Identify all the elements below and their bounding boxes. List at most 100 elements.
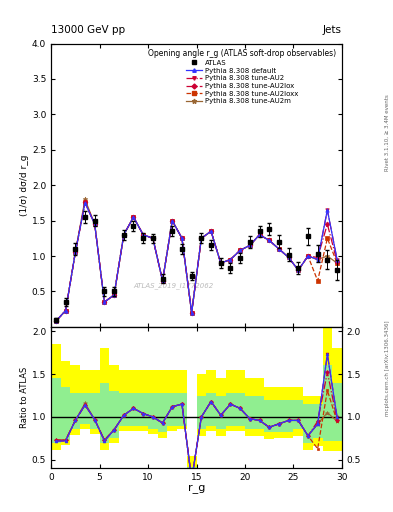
AU2loxx [160, 420, 165, 426]
AU2lox [277, 421, 281, 427]
Pythia 8.308 tune-AU2 [131, 214, 136, 220]
Pythia 8.308 tune-AU2loxx [141, 231, 145, 238]
Pythia 8.308 default [92, 221, 97, 227]
AU2lox [315, 418, 320, 424]
AU2loxx [189, 477, 194, 483]
Pythia 8.308 tune-AU2m [151, 235, 155, 241]
AU2m [209, 398, 213, 404]
AU2 [248, 416, 252, 422]
AU2 [170, 403, 174, 410]
Pythia 8.308 tune-AU2m [53, 318, 58, 324]
AU2loxx [267, 424, 272, 431]
AU2m [257, 417, 262, 423]
Pythia 8.308 tune-AU2loxx [151, 235, 155, 241]
Pythia 8.308 default [63, 308, 68, 314]
Pythia 8.308 tune-AU2m [335, 260, 340, 266]
AU2lox [141, 411, 145, 417]
Pythia 8.308 tune-AU2 [219, 260, 223, 266]
AU2lox [238, 406, 242, 412]
AU2m [325, 410, 330, 416]
AU2loxx [335, 418, 340, 424]
AU2lox [53, 437, 58, 443]
default [141, 411, 145, 417]
Pythia 8.308 tune-AU2 [189, 310, 194, 316]
AU2 [277, 421, 281, 427]
default [315, 421, 320, 427]
Pythia 8.308 tune-AU2lox [180, 235, 184, 241]
AU2lox [112, 427, 116, 433]
Pythia 8.308 tune-AU2lox [325, 221, 330, 227]
Pythia 8.308 tune-AU2lox [219, 260, 223, 266]
default [286, 417, 291, 423]
default [228, 401, 233, 407]
Pythia 8.308 tune-AU2 [325, 207, 330, 213]
Pythia 8.308 tune-AU2lox [83, 199, 87, 205]
Pythia 8.308 tune-AU2lox [248, 242, 252, 248]
default [219, 412, 223, 418]
Pythia 8.308 tune-AU2 [92, 221, 97, 227]
AU2loxx [325, 387, 330, 393]
AU2loxx [209, 398, 213, 404]
AU2m [277, 421, 281, 427]
AU2loxx [151, 414, 155, 420]
default [248, 416, 252, 422]
Pythia 8.308 default [151, 235, 155, 241]
AU2lox [209, 398, 213, 404]
Pythia 8.308 tune-AU2m [180, 235, 184, 241]
Pythia 8.308 tune-AU2lox [63, 308, 68, 314]
Pythia 8.308 default [306, 253, 310, 259]
default [325, 351, 330, 357]
AU2m [121, 412, 126, 418]
Pythia 8.308 default [315, 257, 320, 263]
AU2lox [63, 437, 68, 443]
AU2loxx [228, 401, 233, 407]
default [92, 416, 97, 422]
default [121, 412, 126, 418]
AU2lox [102, 437, 107, 443]
default [73, 417, 78, 423]
AU2lox [199, 414, 204, 420]
AU2lox [189, 477, 194, 483]
Pythia 8.308 tune-AU2 [73, 249, 78, 255]
default [335, 414, 340, 420]
Pythia 8.308 tune-AU2lox [53, 318, 58, 324]
AU2lox [228, 401, 233, 407]
AU2m [267, 424, 272, 431]
AU2lox [160, 420, 165, 426]
AU2loxx [53, 437, 58, 443]
Pythia 8.308 tune-AU2 [180, 235, 184, 241]
default [189, 477, 194, 483]
AU2 [335, 414, 340, 420]
AU2 [315, 421, 320, 427]
AU2m [286, 417, 291, 423]
AU2 [286, 417, 291, 423]
Pythia 8.308 tune-AU2loxx [160, 278, 165, 284]
AU2loxx [257, 417, 262, 423]
AU2lox [296, 417, 301, 423]
default [267, 424, 272, 431]
Line: Pythia 8.308 tune-AU2lox: Pythia 8.308 tune-AU2lox [54, 200, 339, 323]
AU2 [63, 438, 68, 444]
AU2lox [257, 417, 262, 423]
Text: mcplots.cern.ch [arXiv:1306.3436]: mcplots.cern.ch [arXiv:1306.3436] [385, 321, 389, 416]
Pythia 8.308 tune-AU2 [63, 308, 68, 314]
Pythia 8.308 tune-AU2loxx [267, 238, 272, 244]
Pythia 8.308 tune-AU2loxx [112, 292, 116, 298]
Pythia 8.308 tune-AU2 [306, 253, 310, 259]
AU2 [238, 406, 242, 412]
AU2m [151, 414, 155, 420]
Pythia 8.308 tune-AU2lox [112, 292, 116, 298]
AU2lox [131, 406, 136, 412]
Pythia 8.308 tune-AU2m [296, 267, 301, 273]
Pythia 8.308 tune-AU2m [160, 278, 165, 284]
Pythia 8.308 tune-AU2lox [277, 246, 281, 252]
default [296, 417, 301, 423]
Pythia 8.308 tune-AU2m [63, 308, 68, 314]
Pythia 8.308 default [53, 318, 58, 324]
default [102, 438, 107, 444]
Pythia 8.308 tune-AU2lox [189, 310, 194, 316]
AU2 [160, 420, 165, 426]
Pythia 8.308 tune-AU2m [257, 231, 262, 238]
Line: AU2loxx: AU2loxx [55, 389, 338, 481]
AU2lox [121, 412, 126, 418]
